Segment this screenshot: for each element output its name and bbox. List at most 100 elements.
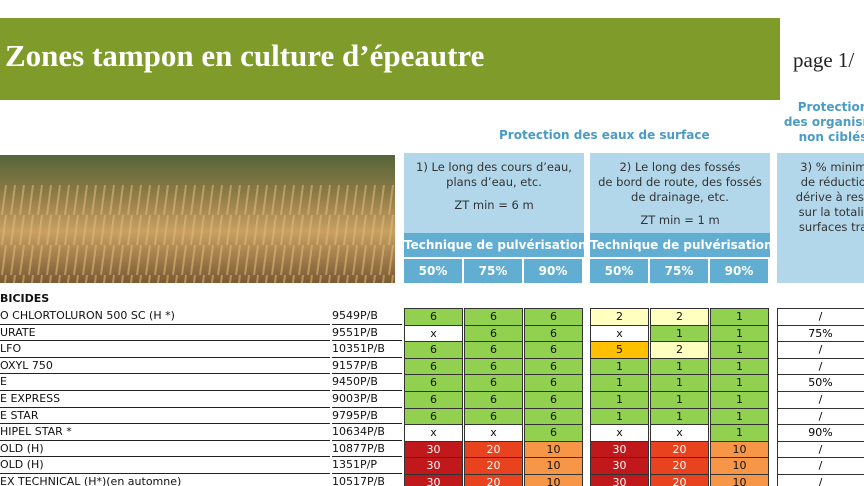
row-name: HIPEL STAR * xyxy=(0,424,330,441)
reduction-cell: / xyxy=(777,440,864,459)
technique-header: Technique de pulvérisation xyxy=(404,233,587,257)
buffer-cell: 2 xyxy=(650,308,709,326)
row-code: 9450P/B xyxy=(332,374,402,391)
column-text: 2) Le long des fossés xyxy=(619,160,741,174)
buffer-cell: 5 xyxy=(590,341,649,359)
wheat-image xyxy=(0,155,395,283)
buffer-cell: 20 xyxy=(464,457,523,475)
reduction-cell: / xyxy=(777,457,864,475)
buffer-cell: x xyxy=(590,424,649,442)
row-name: URATE xyxy=(0,325,330,342)
buffer-cell: 1 xyxy=(650,357,709,376)
reduction-cell: 50% xyxy=(777,374,864,392)
column-text: 3) % minimu xyxy=(800,160,864,174)
row-code: 9003P/B xyxy=(332,391,402,408)
technique-header: Technique de pulvérisation xyxy=(590,233,773,257)
reduction-cell: / xyxy=(777,308,864,326)
row-name: LFO xyxy=(0,341,330,358)
buffer-cell: 30 xyxy=(404,457,463,475)
group-title-line: non ciblés xyxy=(798,130,864,144)
row-code: 10877P/B xyxy=(332,441,402,458)
buffer-cell: 10 xyxy=(524,474,583,486)
row-name: E xyxy=(0,374,330,391)
column-text: de réduction xyxy=(800,175,864,189)
buffer-cell: 10 xyxy=(710,440,769,459)
row-code: 9157P/B xyxy=(332,358,402,375)
row-code: 10634P/B xyxy=(332,424,402,441)
buffer-cell: x xyxy=(404,424,463,442)
percent-header: 75% xyxy=(464,259,522,283)
column-box xyxy=(404,153,584,233)
column-box xyxy=(777,153,864,283)
row-name: OXYL 750 xyxy=(0,358,330,375)
buffer-cell: 1 xyxy=(710,308,769,326)
row-code: 10517P/B xyxy=(332,474,402,486)
buffer-cell: 6 xyxy=(524,341,583,359)
row-code: 9549P/B xyxy=(332,308,402,325)
buffer-cell: 6 xyxy=(524,357,583,376)
buffer-cell: 6 xyxy=(404,341,463,359)
percent-header: 90% xyxy=(710,259,768,283)
buffer-cell: 2 xyxy=(650,341,709,359)
buffer-cell: x xyxy=(650,424,709,442)
row-name: OLD (H) xyxy=(0,441,330,458)
reduction-cell: / xyxy=(777,341,864,359)
buffer-cell: 1 xyxy=(710,391,769,409)
buffer-cell: 1 xyxy=(650,374,709,392)
group-title-line: des organisms xyxy=(783,115,864,129)
buffer-cell: x xyxy=(590,324,649,343)
reduction-cell: / xyxy=(777,357,864,376)
zt-min: ZT min = 6 m xyxy=(454,198,534,212)
row-code: 9551P/B xyxy=(332,325,402,342)
buffer-cell: 30 xyxy=(590,474,649,486)
reduction-cell: 75% xyxy=(777,324,864,343)
column-text: sur la totalité xyxy=(798,205,864,219)
buffer-cell: 20 xyxy=(650,474,709,486)
buffer-cell: 1 xyxy=(710,341,769,359)
buffer-cell: 1 xyxy=(590,407,649,426)
buffer-cell: 30 xyxy=(590,440,649,459)
column-text: plans d’eau, etc. xyxy=(446,175,542,189)
buffer-cell: 1 xyxy=(590,391,649,409)
buffer-cell: 1 xyxy=(650,391,709,409)
buffer-cell: 6 xyxy=(464,341,523,359)
reduction-cell: / xyxy=(777,474,864,486)
buffer-cell: 10 xyxy=(524,457,583,475)
buffer-cell: 20 xyxy=(464,474,523,486)
column-text: surfaces trait xyxy=(798,220,864,234)
row-name: EX TECHNICAL (H*)(en automne) xyxy=(0,474,330,486)
page-title: Zones tampon en culture d’épeautre xyxy=(5,38,485,73)
row-name: OLD (H) xyxy=(0,457,330,474)
header-band xyxy=(0,18,780,100)
buffer-cell: 1 xyxy=(710,407,769,426)
percent-header: 50% xyxy=(404,259,462,283)
reduction-cell: / xyxy=(777,407,864,426)
buffer-cell: 6 xyxy=(464,407,523,426)
buffer-cell: 6 xyxy=(464,308,523,326)
row-name: E EXPRESS xyxy=(0,391,330,408)
column-box xyxy=(590,153,770,233)
row-code: 10351P/B xyxy=(332,341,402,358)
buffer-cell: 6 xyxy=(464,357,523,376)
buffer-cell: 10 xyxy=(710,457,769,475)
buffer-cell: 6 xyxy=(524,324,583,343)
section-label: BICIDES xyxy=(0,292,50,305)
column-text: dérive à respe xyxy=(795,190,864,204)
buffer-cell: 6 xyxy=(464,324,523,343)
buffer-cell: 10 xyxy=(710,474,769,486)
page-number: page 1/ xyxy=(793,48,855,72)
buffer-cell: x xyxy=(464,424,523,442)
percent-header: 50% xyxy=(590,259,648,283)
buffer-cell: 2 xyxy=(590,308,649,326)
buffer-cell: 1 xyxy=(650,407,709,426)
reduction-cell: 90% xyxy=(777,424,864,442)
row-code: 9795P/B xyxy=(332,408,402,425)
group-title: Protection des eaux de surface xyxy=(499,128,710,142)
row-code: 1351P/P xyxy=(332,457,402,474)
buffer-cell: 6 xyxy=(404,357,463,376)
buffer-cell: 1 xyxy=(710,324,769,343)
buffer-cell: 6 xyxy=(404,391,463,409)
buffer-cell: 10 xyxy=(524,440,583,459)
buffer-cell: 6 xyxy=(524,308,583,326)
